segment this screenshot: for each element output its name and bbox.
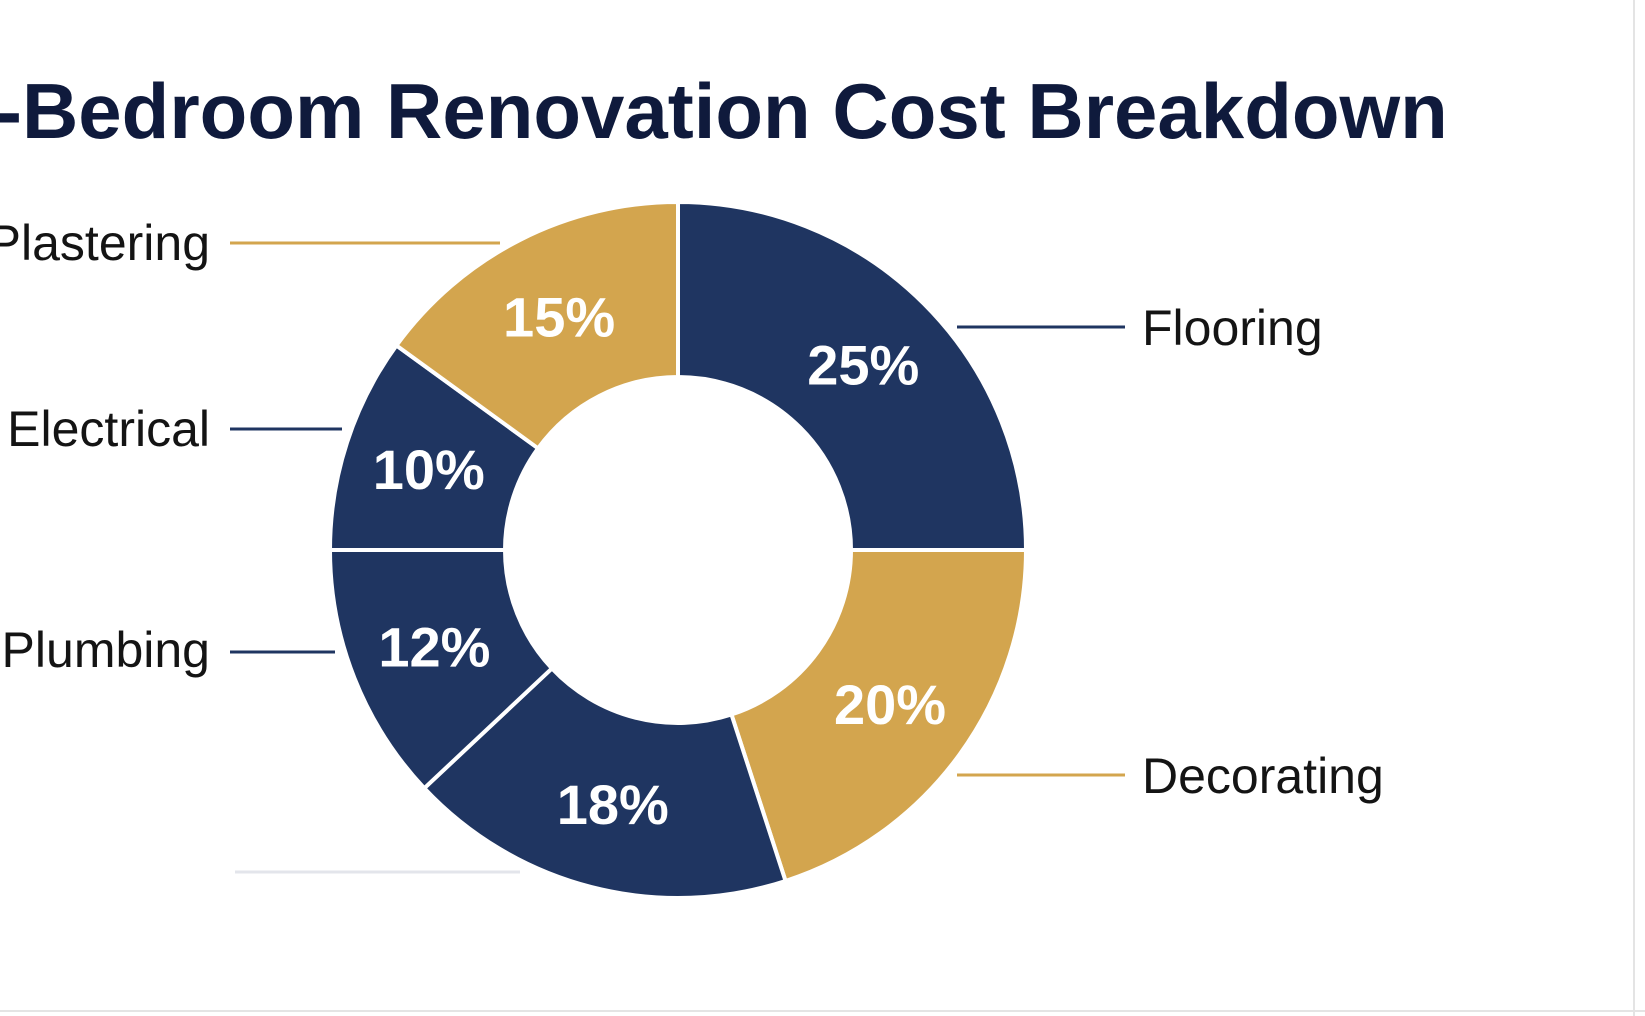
category-label-plastering: Plastering [0,215,210,271]
pct-label-flooring: 25% [807,334,919,397]
category-label-decorating: Decorating [1142,748,1384,804]
percentage-labels: 25% 20% 18% 12% 10% 15% [373,286,946,836]
chart-title: -Bedroom Renovation Cost Breakdown [0,67,1448,155]
donut-slices [328,200,1028,900]
pct-label-plastering: 15% [503,286,615,349]
pct-label-decorating: 20% [834,673,946,736]
donut-slice-electrical [328,343,541,552]
donut-slice-flooring [676,200,1028,552]
donut-slice-plastering [394,200,680,451]
frame-edge-bottom [0,1010,1645,1012]
donut-slice-plumbing [328,548,554,791]
pct-label-unlabeled: 18% [557,773,669,836]
frame-edge-right [1633,0,1635,1016]
pct-label-electrical: 10% [373,438,485,501]
category-label-flooring: Flooring [1142,300,1323,356]
donut-slice-unlabeled [422,666,788,900]
category-label-electrical: Electrical [7,401,210,457]
category-label-plumbing: Plumbing [2,622,210,678]
donut-slice-decorating [729,548,1028,883]
leader-lines [230,241,1125,874]
pct-label-plumbing: 12% [378,615,490,678]
category-labels: Flooring Decorating Plumbing Electrical Plas… [0,215,1384,804]
